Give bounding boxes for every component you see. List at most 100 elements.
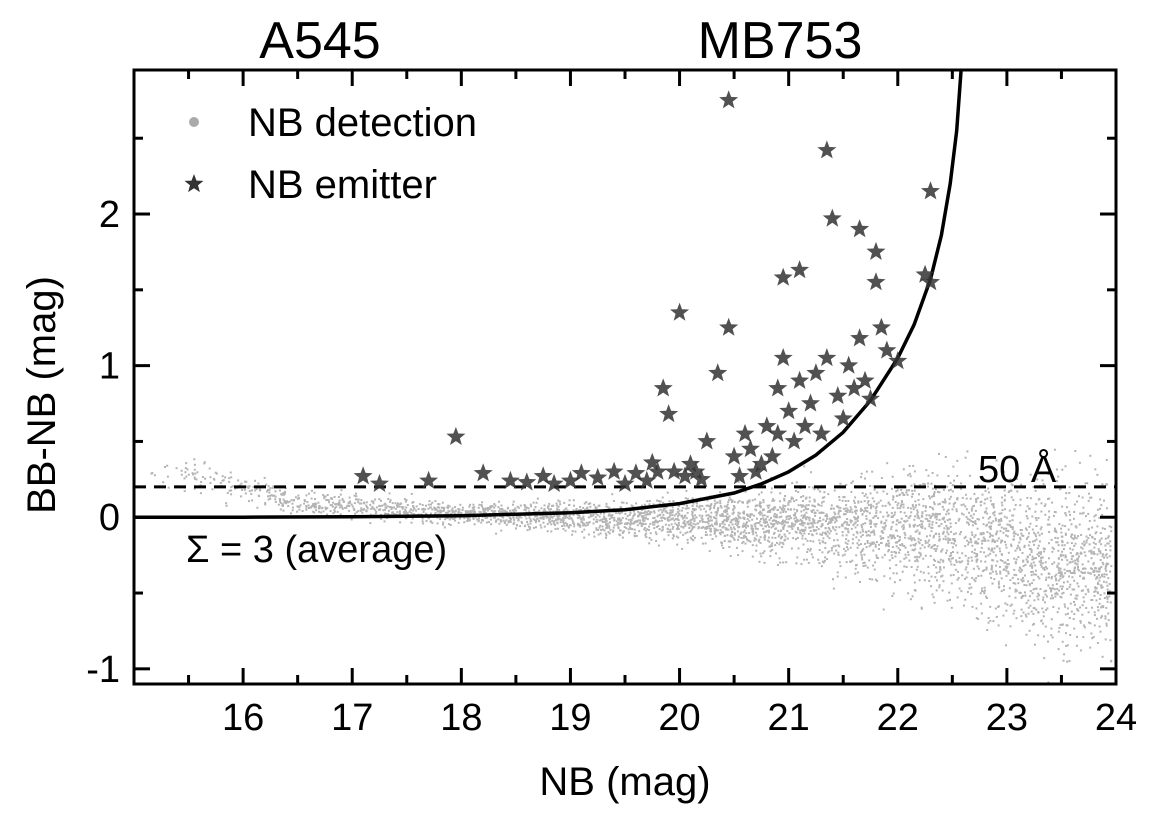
detection-point xyxy=(813,500,816,503)
detection-point xyxy=(673,514,676,517)
detection-point xyxy=(1061,585,1064,588)
detection-point xyxy=(930,546,933,549)
detection-point xyxy=(822,500,825,503)
detection-point xyxy=(1011,526,1014,529)
detection-point xyxy=(768,525,770,528)
detection-point xyxy=(391,502,394,505)
detection-point xyxy=(1074,450,1077,452)
detection-point xyxy=(1076,552,1079,555)
detection-point xyxy=(1041,479,1044,482)
detection-point xyxy=(508,520,511,523)
detection-point xyxy=(849,521,852,524)
detection-point xyxy=(335,505,338,508)
detection-point xyxy=(1079,606,1082,609)
detection-point xyxy=(818,504,821,507)
detection-point xyxy=(550,530,553,533)
emitter-star-point xyxy=(724,446,744,465)
detection-point xyxy=(625,517,628,520)
detection-point xyxy=(993,547,996,550)
detection-point xyxy=(707,514,710,517)
detection-point xyxy=(901,501,903,504)
detection-point xyxy=(903,557,906,560)
detection-point xyxy=(754,527,757,530)
detection-point xyxy=(507,506,509,509)
detection-point xyxy=(770,487,773,490)
detection-point xyxy=(617,526,620,529)
detection-point xyxy=(180,473,183,476)
detection-point xyxy=(1107,562,1110,565)
detection-point xyxy=(999,530,1002,533)
detection-point xyxy=(854,518,857,521)
detection-point xyxy=(1104,549,1107,551)
detection-point xyxy=(581,517,584,520)
detection-point xyxy=(595,528,598,531)
detection-point xyxy=(398,505,401,508)
detection-point xyxy=(526,520,528,523)
detection-point xyxy=(1032,579,1035,582)
detection-point xyxy=(660,516,663,519)
detection-point xyxy=(1003,515,1006,518)
detection-point xyxy=(621,536,624,539)
detection-point xyxy=(1062,581,1065,584)
detection-point xyxy=(472,516,475,519)
detection-point xyxy=(964,545,967,548)
detection-point xyxy=(925,535,928,538)
detection-point xyxy=(929,497,931,500)
detection-point xyxy=(841,499,844,502)
detection-point xyxy=(723,505,726,508)
detection-point xyxy=(947,508,950,511)
detection-point xyxy=(632,522,635,525)
detection-point xyxy=(560,518,562,521)
detection-point xyxy=(733,506,736,509)
detection-point xyxy=(759,552,762,555)
detection-point xyxy=(1100,543,1103,546)
detection-point xyxy=(1032,612,1035,615)
nb-emitter-series xyxy=(353,90,940,492)
detection-point xyxy=(1042,567,1045,570)
emitter-star-point xyxy=(419,470,439,489)
detection-point xyxy=(1099,539,1102,542)
detection-point xyxy=(709,528,712,531)
detection-point xyxy=(942,488,945,491)
detection-point xyxy=(604,518,607,521)
detection-point xyxy=(766,521,768,524)
detection-point xyxy=(855,536,858,539)
detection-point xyxy=(1032,540,1034,543)
detection-point xyxy=(583,502,586,505)
detection-point xyxy=(193,458,196,461)
detection-point xyxy=(916,565,919,568)
detection-point xyxy=(786,537,789,540)
detection-point xyxy=(778,557,781,560)
detection-point xyxy=(277,503,280,506)
detection-point xyxy=(467,517,469,520)
detection-point xyxy=(1006,535,1009,538)
detection-point xyxy=(984,560,987,563)
detection-point xyxy=(681,547,684,550)
detection-point xyxy=(728,524,731,527)
detection-point xyxy=(1095,567,1097,570)
detection-point xyxy=(1048,531,1051,533)
detection-point xyxy=(721,512,724,515)
detection-point xyxy=(905,566,908,568)
detection-point xyxy=(294,496,297,499)
detection-point xyxy=(642,518,645,520)
detection-point xyxy=(437,506,440,509)
detection-point xyxy=(975,560,978,563)
detection-point xyxy=(440,506,443,509)
detection-point xyxy=(567,525,570,528)
detection-point xyxy=(1066,569,1069,572)
emitter-star-point xyxy=(779,401,799,420)
detection-point xyxy=(929,506,932,508)
detection-point xyxy=(1077,535,1080,538)
detection-point xyxy=(706,527,708,530)
detection-point xyxy=(550,523,553,526)
detection-point xyxy=(1000,517,1003,520)
detection-point xyxy=(1099,630,1102,633)
detection-point xyxy=(385,506,388,509)
detection-point xyxy=(412,505,415,507)
detection-point xyxy=(1057,549,1060,552)
detection-point xyxy=(1030,574,1033,577)
detection-point xyxy=(1005,609,1008,612)
detection-point xyxy=(708,525,711,528)
detection-point xyxy=(998,519,1000,521)
